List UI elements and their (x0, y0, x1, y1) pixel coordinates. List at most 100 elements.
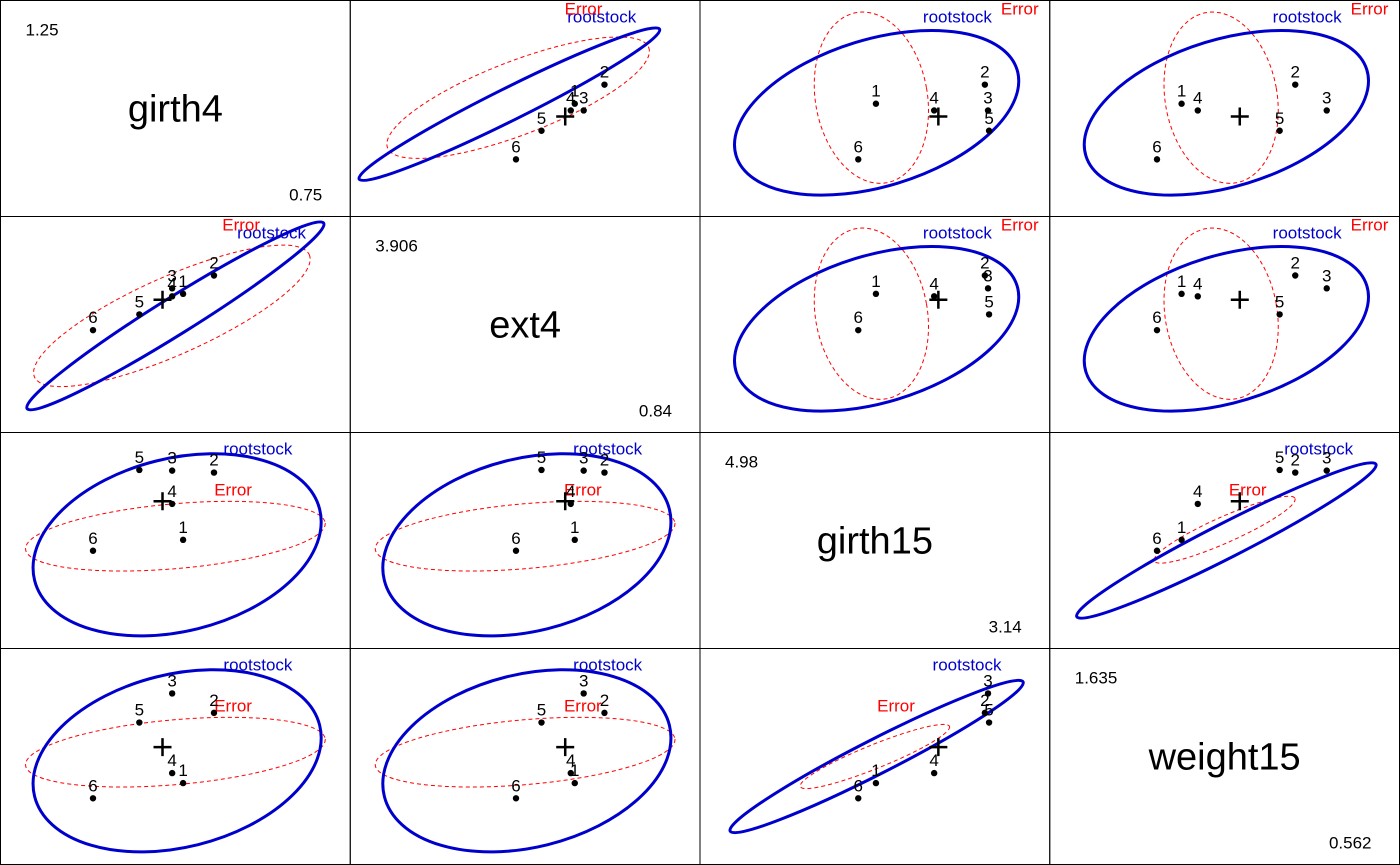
group-mean-point (136, 311, 143, 318)
group-mean-point (136, 719, 143, 726)
group-mean-point (580, 467, 587, 474)
panel-girth15-vs-girth4: rootstock Error 1 2 3 4 5 6 (0, 432, 351, 649)
rootstock-ellipse (733, 28, 1021, 197)
group-mean-label: 3 (1322, 266, 1331, 285)
rootstock-ellipse (733, 244, 1021, 413)
group-mean-point (168, 293, 176, 300)
group-mean-label: 5 (135, 292, 144, 311)
group-mean-point (1178, 536, 1185, 544)
grand-mean-marker (1230, 290, 1249, 309)
group-mean-label: 4 (566, 482, 575, 501)
group-mean-point (179, 779, 187, 787)
group-mean-point (567, 107, 574, 114)
group-mean-label: 3 (983, 88, 992, 107)
rootstock-ellipse (381, 452, 673, 638)
panel-girth4-vs-girth4: girth4 1.25 0.75 (0, 0, 351, 217)
group-mean-label: 2 (600, 451, 609, 470)
group-mean-label: 5 (1275, 109, 1284, 128)
group-mean-label: 5 (537, 448, 546, 467)
group-mean-label: 5 (984, 701, 993, 720)
panel-frame (349, 648, 701, 865)
group-mean-point (1292, 81, 1299, 88)
group-mean-label: 1 (570, 518, 579, 537)
group-mean-point (512, 795, 520, 802)
group-mean-label: 6 (854, 308, 863, 327)
group-mean-point (538, 466, 545, 474)
variable-name: girth4 (128, 89, 223, 131)
range-min-label: 0.75 (289, 186, 322, 205)
group-mean-label: 3 (167, 266, 176, 285)
error-ellipse (813, 11, 929, 184)
grand-mean-marker (153, 290, 172, 309)
error-ellipse-label: Error (564, 481, 602, 500)
group-mean-label: 1 (178, 272, 187, 291)
range-max-label: 1.25 (26, 21, 59, 40)
group-mean-label: 6 (854, 137, 863, 156)
panel-frame (1049, 0, 1400, 217)
group-mean-point (89, 326, 97, 334)
range-min-label: 3.14 (989, 618, 1022, 637)
group-mean-label: 1 (1177, 82, 1186, 101)
group-mean-point (984, 107, 992, 114)
group-mean-label: 1 (178, 518, 187, 537)
group-mean-point (512, 156, 520, 163)
rootstock-ellipse-label: rootstock (1273, 224, 1342, 243)
panel-frame (699, 216, 1051, 433)
group-mean-point (1323, 107, 1330, 114)
group-mean-label: 2 (209, 691, 218, 710)
group-mean-point (210, 272, 218, 279)
panel-girth15-vs-ext4: rootstock Error 1 234 5 6 (349, 432, 701, 649)
panel-girth15-vs-weight15: rootstock Error 1 2 3 4 5 6 (1049, 432, 1400, 649)
group-mean-label: 3 (579, 449, 588, 468)
rootstock-ellipse-label: rootstock (237, 224, 306, 243)
rootstock-ellipse-label: rootstock (573, 656, 642, 675)
group-mean-point (567, 769, 574, 777)
group-mean-label: 2 (980, 63, 989, 82)
group-mean-point (981, 272, 989, 279)
group-mean-point (855, 795, 862, 802)
panel-frame (349, 432, 701, 649)
group-mean-label: 3 (983, 266, 992, 285)
rootstock-ellipse-label: rootstock (223, 656, 292, 675)
error-ellipse-label: Error (1351, 216, 1389, 235)
group-mean-label: 4 (1193, 88, 1202, 107)
panel-frame (0, 216, 351, 433)
error-ellipse-label: Error (1229, 481, 1267, 500)
group-mean-label: 6 (1152, 308, 1161, 327)
group-mean-point (571, 536, 578, 544)
group-mean-point (1276, 127, 1283, 134)
group-mean-label: 3 (1322, 88, 1331, 107)
panel-frame (699, 648, 1051, 865)
group-mean-label: 5 (984, 109, 993, 128)
group-mean-point (981, 709, 989, 717)
panel-girth4-vs-weight15: rootstock Error 1 2 3 4 5 6 (1049, 0, 1400, 217)
rootstock-ellipse (1082, 244, 1370, 413)
panel-ext4-vs-ext4: ext4 3.906 0.84 (349, 216, 701, 433)
error-ellipse-label: Error (1001, 0, 1039, 19)
group-mean-point (930, 293, 938, 300)
group-mean-point (984, 285, 992, 292)
panel-girth15-vs-girth15: girth15 4.98 3.14 (699, 432, 1051, 649)
group-mean-label: 1 (570, 82, 579, 101)
range-max-label: 1.635 (1075, 669, 1118, 688)
group-mean-label: 5 (984, 292, 993, 311)
group-mean-label: 6 (511, 776, 520, 795)
group-mean-label: 1 (871, 82, 880, 101)
group-mean-point (89, 547, 97, 554)
group-mean-point (872, 779, 880, 787)
error-ellipse (1153, 495, 1296, 564)
panel-girth4-vs-girth15: rootstock Error 1 2 3 4 5 6 (699, 0, 1051, 217)
group-mean-point (601, 81, 608, 88)
grand-mean-marker (929, 107, 948, 126)
group-mean-point (984, 690, 992, 697)
rootstock-ellipse-label: rootstock (1273, 8, 1342, 27)
rootstock-ellipse-label: rootstock (923, 224, 992, 243)
error-ellipse-label: Error (214, 481, 252, 500)
group-mean-point (1194, 107, 1201, 114)
group-mean-label: 5 (1275, 448, 1284, 467)
group-mean-point (1323, 285, 1330, 292)
group-mean-point (601, 709, 608, 717)
group-mean-label: 2 (980, 691, 989, 710)
group-mean-point (136, 466, 143, 474)
